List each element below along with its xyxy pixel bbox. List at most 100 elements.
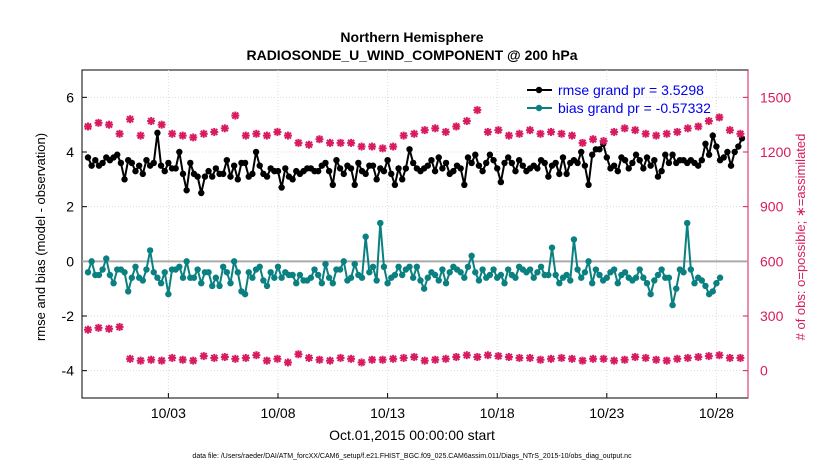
bias-point <box>161 269 168 276</box>
rmse-point <box>640 165 647 172</box>
bias-point <box>362 233 369 240</box>
bias-point <box>128 274 136 281</box>
obs-count-marker <box>326 356 335 365</box>
bias-point <box>691 280 698 287</box>
obs-count-marker <box>410 129 419 138</box>
bias-point <box>581 269 589 276</box>
bias-point <box>271 274 278 281</box>
bias-point <box>431 271 439 279</box>
obs-count-marker <box>389 142 398 151</box>
rmse-point <box>176 148 183 156</box>
rmse-point <box>212 165 220 172</box>
obs-count-marker <box>557 353 566 362</box>
rmse-point <box>128 159 136 167</box>
obs-count-marker <box>715 351 724 360</box>
bias-point <box>110 280 117 287</box>
obs-count-stroke <box>315 135 324 143</box>
bias-point <box>713 280 720 287</box>
rmse-point <box>92 157 99 164</box>
obs-count-marker <box>357 142 366 151</box>
obs-count-marker <box>652 355 661 364</box>
obs-count-marker <box>378 355 387 364</box>
y-tick-label-left: -2 <box>62 308 75 324</box>
obs-count-stroke <box>378 144 387 153</box>
obs-count-stroke <box>610 128 618 136</box>
obs-count-marker <box>568 354 577 363</box>
rmse-point <box>143 157 150 164</box>
obs-count-stroke <box>200 130 208 138</box>
obs-count-stroke <box>736 130 745 138</box>
bias-point <box>464 263 472 270</box>
bias-point <box>369 263 377 270</box>
bias-point <box>548 244 556 251</box>
rmse-point <box>219 170 227 178</box>
obs-count-marker <box>136 356 145 365</box>
obs-count-marker <box>578 138 587 147</box>
rmse-point <box>705 151 713 158</box>
obs-count-marker <box>241 353 250 362</box>
obs-count-stroke <box>368 142 376 151</box>
rmse-point <box>629 159 636 167</box>
obs-count-marker <box>736 353 745 362</box>
bias-point <box>698 277 706 284</box>
rmse-point <box>406 146 413 153</box>
bias-point <box>472 269 479 276</box>
obs-count-stroke <box>252 351 261 359</box>
obs-count-stroke <box>494 126 503 134</box>
rmse-point <box>172 165 179 172</box>
rmse-point <box>347 165 355 172</box>
obs-count-marker <box>262 131 271 140</box>
obs-count-stroke <box>242 131 250 140</box>
rmse-point <box>139 170 147 178</box>
obs-count-stroke <box>526 126 534 134</box>
obs-count-stroke <box>94 119 103 127</box>
bias-point <box>205 269 212 276</box>
obs-count-marker <box>94 323 103 332</box>
obs-count-stroke <box>705 117 713 125</box>
obs-count-stroke <box>357 358 366 367</box>
obs-count-stroke <box>536 130 545 138</box>
obs-count-marker <box>441 127 450 136</box>
obs-count-stroke <box>84 122 92 131</box>
obs-count-stroke <box>599 355 608 363</box>
bias-point <box>347 274 355 281</box>
rmse-point <box>402 165 410 172</box>
rmse-point <box>314 167 322 175</box>
rmse-point <box>329 181 336 188</box>
bias-point <box>574 266 581 273</box>
x-tick-label: 10/03 <box>151 405 186 421</box>
obs-count-stroke <box>136 131 145 140</box>
obs-count-marker <box>420 126 429 135</box>
obs-count-stroke <box>610 356 618 365</box>
rmse-point <box>278 184 285 191</box>
obs-count-marker <box>304 353 313 362</box>
obs-count-marker <box>410 353 419 361</box>
bias-point <box>325 274 333 281</box>
bias-point <box>322 260 329 268</box>
rmse-point <box>369 162 377 169</box>
rmse-point <box>468 159 475 167</box>
rmse-point <box>252 148 260 156</box>
bias-point <box>146 247 154 254</box>
bias-point <box>424 274 431 281</box>
bias-point <box>296 271 304 279</box>
obs-count-stroke <box>652 356 660 364</box>
obs-count-marker <box>283 131 292 140</box>
obs-count-marker <box>147 117 156 126</box>
obs-count-marker <box>473 353 482 361</box>
obs-count-stroke <box>168 354 176 362</box>
rmse-point <box>731 148 738 156</box>
obs-count-stroke <box>147 356 155 364</box>
rmse-point <box>99 159 106 167</box>
rmse-point <box>479 167 486 175</box>
rmse-point <box>497 178 505 186</box>
obs-count-marker <box>641 129 650 138</box>
obs-count-marker <box>736 129 745 138</box>
rmse-point <box>150 159 157 167</box>
bias-point <box>673 285 680 292</box>
bias-point <box>336 266 344 273</box>
rmse-point <box>439 165 446 172</box>
obs-count-stroke <box>368 356 376 364</box>
rmse-point <box>632 151 640 158</box>
rmse-point <box>351 181 358 188</box>
